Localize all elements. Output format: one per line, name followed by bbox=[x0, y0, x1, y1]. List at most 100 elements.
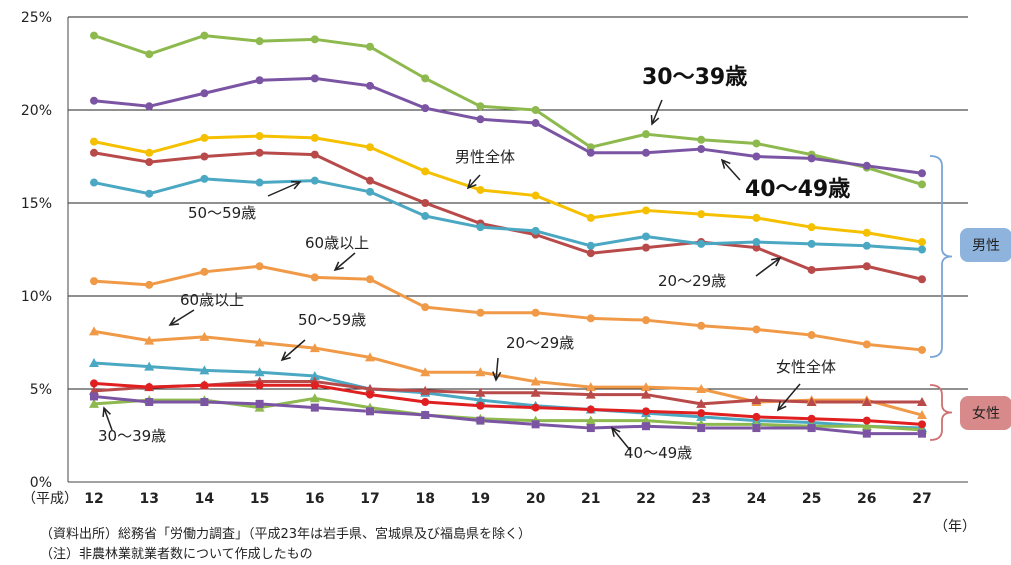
data-point bbox=[476, 401, 485, 410]
data-point bbox=[421, 212, 430, 221]
data-point bbox=[366, 187, 374, 196]
data-point bbox=[697, 424, 706, 433]
arrow-head bbox=[720, 158, 731, 169]
data-point bbox=[642, 206, 650, 215]
data-point bbox=[752, 243, 761, 252]
data-point bbox=[89, 326, 99, 336]
y-tick-label: 0% bbox=[30, 475, 52, 491]
arrow-head bbox=[168, 316, 180, 326]
data-point bbox=[145, 280, 154, 289]
data-point bbox=[90, 137, 98, 146]
data-point bbox=[421, 104, 430, 113]
data-point bbox=[255, 262, 264, 271]
x-tick-labels: 12 13 14 15 16 17 18 19 20 21 22 23 24 25 26 27 （平成） （年） bbox=[22, 491, 976, 535]
data-point bbox=[255, 37, 264, 46]
data-point bbox=[310, 150, 319, 159]
data-point bbox=[917, 397, 927, 407]
data-point bbox=[421, 398, 430, 407]
series-annotation: 40〜49歳 bbox=[745, 177, 850, 202]
data-point bbox=[366, 390, 374, 399]
data-point bbox=[586, 143, 595, 152]
data-point bbox=[90, 277, 98, 286]
arrow-line bbox=[281, 339, 306, 361]
data-point bbox=[255, 381, 264, 390]
data-point bbox=[531, 191, 540, 200]
series-annotation: 30〜39歳 bbox=[642, 65, 747, 90]
data-point bbox=[475, 387, 486, 397]
data-point bbox=[200, 174, 209, 183]
data-point bbox=[697, 145, 706, 154]
arrow-head bbox=[650, 114, 660, 126]
series-line bbox=[93, 380, 922, 406]
data-point bbox=[255, 148, 264, 157]
series-lines bbox=[93, 34, 923, 436]
arrow-line bbox=[495, 357, 499, 381]
data-point bbox=[90, 96, 98, 105]
data-point bbox=[530, 376, 541, 386]
x-tick-label: 17 bbox=[360, 491, 379, 507]
data-point bbox=[255, 178, 264, 187]
data-point bbox=[366, 275, 374, 284]
data-point bbox=[421, 167, 430, 176]
female-brace bbox=[929, 384, 953, 441]
data-point bbox=[475, 395, 486, 405]
data-point bbox=[696, 398, 707, 408]
arrow-head bbox=[466, 179, 477, 190]
data-point bbox=[918, 345, 926, 354]
data-point bbox=[531, 119, 540, 128]
arrow-line bbox=[777, 383, 801, 411]
data-point bbox=[255, 76, 264, 85]
data-point bbox=[807, 331, 816, 340]
data-point bbox=[642, 243, 650, 252]
data-point bbox=[697, 210, 706, 219]
data-point bbox=[918, 238, 926, 247]
male-group-label: 男性 bbox=[960, 228, 1011, 262]
data-point bbox=[918, 275, 926, 284]
data-point bbox=[531, 106, 540, 114]
data-point bbox=[751, 395, 762, 405]
arrow-head bbox=[280, 351, 291, 362]
data-point bbox=[476, 185, 485, 194]
x-tick-label: 23 bbox=[691, 491, 710, 507]
data-point bbox=[641, 382, 651, 392]
data-point bbox=[918, 169, 926, 178]
data-point bbox=[90, 148, 98, 157]
data-point bbox=[365, 384, 375, 393]
data-point bbox=[254, 367, 265, 377]
data-point bbox=[199, 331, 210, 341]
series-annotation: 50〜59歳 bbox=[298, 311, 366, 329]
data-point bbox=[144, 335, 155, 345]
data-point bbox=[310, 381, 319, 390]
data-point bbox=[861, 421, 872, 431]
x-tick-label: 16 bbox=[305, 491, 324, 507]
data-point bbox=[752, 152, 761, 161]
data-point bbox=[90, 379, 98, 388]
x-tick-label: 18 bbox=[415, 491, 434, 507]
series-line bbox=[93, 34, 923, 186]
data-point bbox=[697, 321, 706, 330]
data-point bbox=[200, 267, 209, 276]
data-point bbox=[807, 239, 816, 248]
data-point bbox=[642, 232, 650, 241]
data-point bbox=[642, 148, 650, 157]
data-point bbox=[531, 308, 540, 317]
data-point bbox=[200, 133, 209, 142]
male-brace bbox=[929, 155, 953, 358]
data-point bbox=[917, 410, 927, 420]
x-tick-label: 15 bbox=[250, 491, 269, 507]
data-point bbox=[752, 325, 761, 334]
data-point bbox=[586, 424, 595, 433]
data-point bbox=[585, 415, 596, 425]
data-point bbox=[918, 420, 926, 429]
series-annotation: 40〜49歳 bbox=[624, 444, 692, 462]
arrow-head bbox=[776, 401, 787, 412]
data-point bbox=[476, 102, 485, 111]
data-point bbox=[586, 405, 595, 414]
data-point bbox=[918, 429, 926, 438]
data-point bbox=[752, 213, 761, 222]
data-point bbox=[861, 397, 872, 407]
arrow-line bbox=[267, 181, 301, 197]
x-tick-label: 14 bbox=[195, 491, 215, 507]
data-point bbox=[366, 407, 374, 416]
x-tick-label: 27 bbox=[912, 491, 931, 507]
